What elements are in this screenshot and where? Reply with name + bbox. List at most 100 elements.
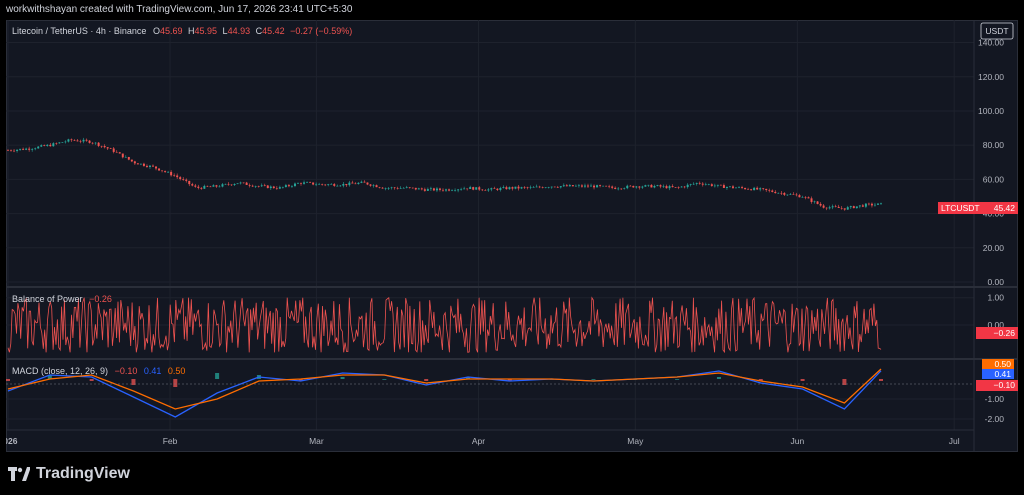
price-candle <box>532 185 535 188</box>
currency-badge[interactable]: USDT <box>980 22 1014 40</box>
price-candle <box>254 185 257 188</box>
price-candle <box>321 183 324 186</box>
price-candle <box>583 183 586 189</box>
price-candle-body <box>638 186 641 188</box>
price-candle-body <box>155 166 158 169</box>
price-candle-body <box>629 185 632 187</box>
macd-tick-1: -2.00 <box>985 414 1005 424</box>
macd-legend[interactable]: MACD (close, 12, 26, 9) −0.10 0.41 0.50 <box>12 366 185 376</box>
price-candle-body <box>372 185 375 186</box>
price-candle <box>124 155 127 158</box>
price-candle-body <box>577 185 580 187</box>
price-candle-body <box>532 187 535 188</box>
price-candle <box>701 182 704 187</box>
price-candle-body <box>517 186 520 189</box>
price-candle <box>484 189 487 191</box>
legend-close-value: 45.42 <box>262 26 285 36</box>
price-candle-body <box>810 198 813 202</box>
price-candle-body <box>248 184 251 186</box>
price-candle-body <box>106 147 109 149</box>
price-candle <box>831 204 834 210</box>
price-candle <box>825 207 828 211</box>
price-candle <box>574 184 577 187</box>
macd-hist-bar <box>800 379 805 381</box>
tradingview-logo[interactable]: TradingView <box>8 465 130 483</box>
price-candle-body <box>880 203 882 204</box>
price-candle-body <box>227 183 230 185</box>
price-candle <box>34 147 37 151</box>
price-tag-symbol: LTCUSDT <box>941 203 980 213</box>
price-candle <box>674 187 677 188</box>
price-candle-body <box>206 185 209 187</box>
price-candle <box>127 156 130 161</box>
price-candle <box>789 192 792 196</box>
price-candle-body <box>828 207 831 209</box>
price-candle <box>855 206 858 209</box>
price-candle <box>502 185 505 189</box>
macd-value-tags: 0.50 0.41 −0.10 <box>976 359 1018 391</box>
price-candle-body <box>846 207 849 210</box>
price-candle-body <box>825 207 828 209</box>
price-candle <box>481 189 484 192</box>
price-candle-body <box>82 139 85 142</box>
price-candle-body <box>414 187 417 190</box>
price-candle-body <box>263 185 266 186</box>
price-candle <box>662 184 665 188</box>
price-candle <box>82 137 85 144</box>
price-candle-body <box>559 186 562 188</box>
price-candle-body <box>605 185 608 187</box>
price-candle-body <box>351 182 354 184</box>
legend-high-value: 45.95 <box>195 26 218 36</box>
price-candle-body <box>565 185 568 187</box>
price-candle <box>698 181 701 185</box>
price-candle <box>348 180 351 187</box>
price-candle <box>744 187 747 190</box>
macd-legend-signal: 0.50 <box>168 366 186 376</box>
price-candle-body <box>269 186 272 189</box>
price-candle-body <box>626 185 629 189</box>
price-candle-body <box>792 194 795 195</box>
price-candle <box>665 184 668 189</box>
price-candle-body <box>64 141 67 143</box>
bop-legend[interactable]: Balance of Power −0.26 <box>12 294 112 304</box>
price-candle-body <box>529 187 532 188</box>
price-candle <box>70 138 73 142</box>
price-candle <box>230 184 233 186</box>
price-candle <box>10 149 13 152</box>
price-candle <box>671 184 674 188</box>
price-candle-body <box>541 187 544 188</box>
price-candle-body <box>339 185 342 187</box>
price-candle-body <box>692 183 695 185</box>
price-candle-body <box>635 186 638 188</box>
price-candle-body <box>713 185 716 187</box>
price-candle-body <box>357 182 360 184</box>
price-candle <box>478 186 481 191</box>
price-candle-body <box>203 185 206 189</box>
price-candle <box>224 183 227 185</box>
price-candle-body <box>837 206 840 208</box>
price-candle <box>411 187 414 189</box>
price-candle <box>599 184 602 188</box>
price-candle-body <box>52 143 55 147</box>
price-candle <box>387 186 390 190</box>
price-candle-body <box>303 182 306 184</box>
price-candle <box>529 185 532 190</box>
price-candle <box>330 183 333 185</box>
macd-hist-bar <box>298 379 303 381</box>
price-candle <box>130 159 133 163</box>
price-candle-body <box>499 187 502 190</box>
price-candle-body <box>224 183 227 185</box>
price-candle <box>559 186 562 189</box>
price-candle <box>384 187 387 191</box>
price-candle-body <box>620 188 623 190</box>
price-candle <box>547 186 550 189</box>
price-candle-body <box>771 190 774 192</box>
price-candle-body <box>408 187 411 188</box>
price-candle-body <box>873 204 876 206</box>
chart-svg[interactable]: 140.00120.00100.0080.0060.0040.0020.000.… <box>6 20 1018 452</box>
price-candle <box>408 187 411 189</box>
symbol-legend[interactable]: Litecoin / TetherUS · 4h · Binance O45.6… <box>12 26 352 36</box>
price-candle <box>517 184 520 191</box>
price-candle-body <box>870 203 873 206</box>
price-candle <box>405 185 408 189</box>
